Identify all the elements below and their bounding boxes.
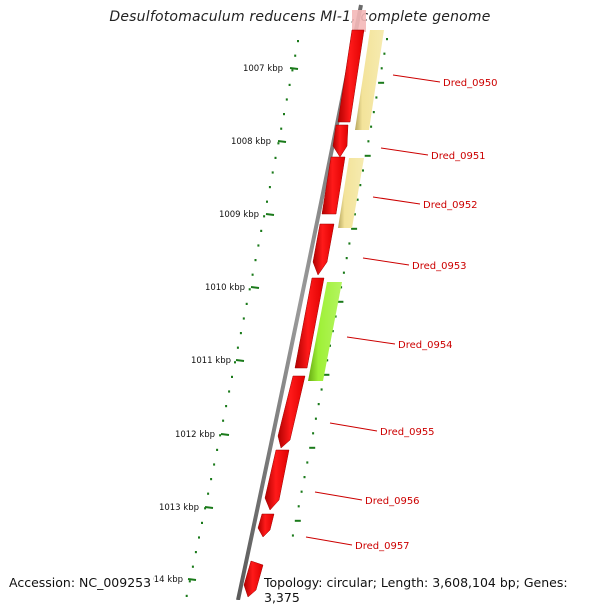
kbp-tick-mark (250, 286, 260, 289)
gene-leader-line (372, 196, 421, 205)
gene-leader-line (380, 147, 429, 156)
kbp-tick-label: 1012 kbp (175, 430, 215, 440)
gene-arrow[interactable] (321, 156, 346, 215)
gene-label[interactable]: Dred_0951 (431, 151, 486, 162)
kbp-tick-mark (289, 67, 299, 70)
gene-label[interactable]: Dred_0955 (380, 427, 435, 438)
gene-arrow[interactable] (264, 449, 290, 511)
kbp-tick-label: 1011 kbp (191, 356, 231, 366)
gene-leader-line (305, 536, 353, 546)
map-title: Desulfotomaculum reducens MI-1, complete… (109, 9, 491, 25)
kbp-tick-label: 1010 kbp (205, 283, 245, 293)
gene-arrow[interactable] (294, 277, 325, 369)
kbp-tick-label: 1008 kbp (231, 137, 271, 147)
genome-summary-text: Topology: circular; Length: 3,608,104 bp… (262, 575, 600, 605)
tan-feature-bar[interactable] (355, 30, 384, 130)
kbp-tick-mark (277, 140, 287, 143)
gene-label[interactable]: Dred_0952 (423, 200, 478, 211)
gene-leader-line (329, 422, 378, 432)
kbp-tick-label: 1009 kbp (219, 210, 259, 220)
gene-leader-line (392, 74, 441, 83)
kbp-tick-mark (220, 433, 230, 436)
gene-label[interactable]: Dred_0957 (355, 541, 410, 552)
gene-leader-line (346, 336, 396, 345)
outer-tick-track (185, 40, 299, 597)
pink-highlight (352, 10, 366, 32)
gene-arrow[interactable] (277, 375, 306, 449)
kbp-tick-label: 1013 kbp (159, 503, 199, 513)
gene-leader-line (314, 491, 363, 501)
inner-tick-track (291, 38, 388, 537)
gene-label[interactable]: Dred_0954 (398, 340, 453, 351)
gene-arrow[interactable] (257, 513, 275, 538)
gene-arrow[interactable] (243, 560, 264, 598)
kbp-tick-label: 1014 kbp (143, 575, 183, 585)
kbp-tick-mark (204, 506, 214, 509)
tan-feature-bar[interactable] (338, 158, 364, 228)
gene-leader-line (362, 257, 410, 266)
kbp-tick-label: 1007 kbp (243, 64, 283, 74)
gene-label[interactable]: Dred_0953 (412, 261, 467, 272)
gene-arrow[interactable] (332, 124, 349, 158)
gene-label[interactable]: Dred_0956 (365, 496, 420, 507)
accession-text: Accession: NC_009253 (9, 575, 154, 590)
gene-arrow[interactable] (337, 29, 365, 123)
kbp-tick-mark (187, 578, 197, 581)
gene-label[interactable]: Dred_0950 (443, 78, 498, 89)
green-feature-bar[interactable] (308, 282, 342, 381)
gene-arrow[interactable] (312, 223, 335, 276)
kbp-tick-mark (235, 359, 245, 362)
kbp-tick-mark (265, 213, 275, 216)
